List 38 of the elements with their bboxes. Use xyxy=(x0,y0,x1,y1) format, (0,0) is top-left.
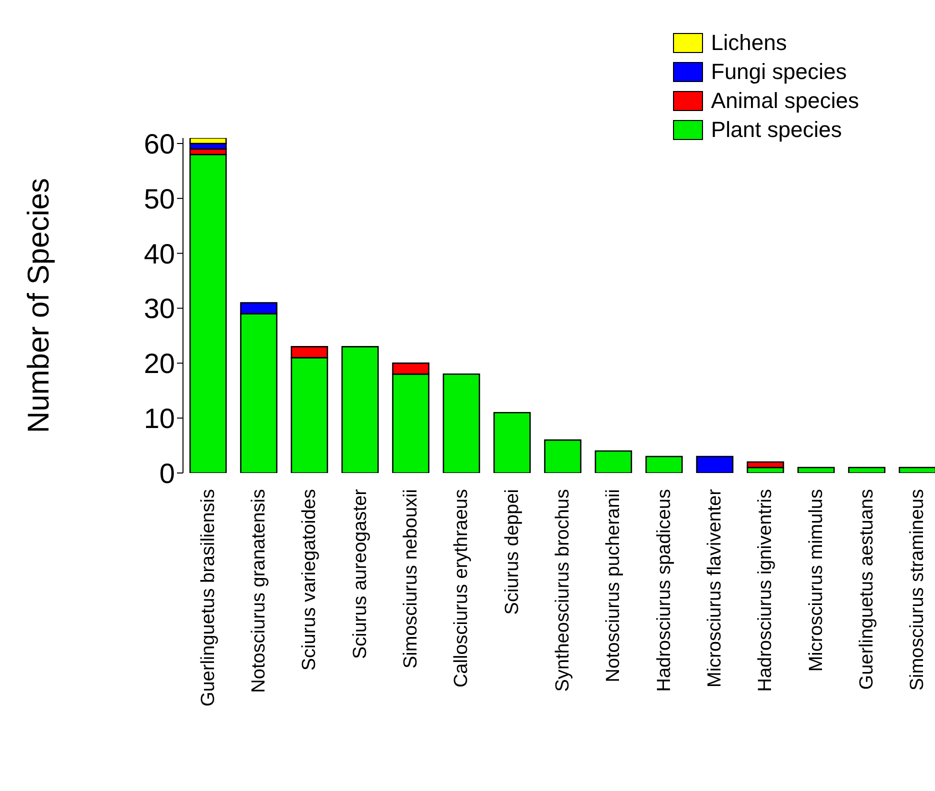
bar xyxy=(544,439,582,473)
y-tick-label: 60 xyxy=(144,128,175,160)
y-tick-label: 40 xyxy=(144,238,175,270)
x-tick-label: Notosciurus pucheranii xyxy=(603,489,624,682)
x-tick-label: Syntheosciurus brochus xyxy=(552,489,574,692)
y-axis-title: Number of Species xyxy=(22,178,56,434)
bar xyxy=(594,450,632,473)
bar xyxy=(696,456,734,473)
x-tick-label: Simosciurus stramineus xyxy=(907,489,928,691)
legend-label: Animal species xyxy=(711,87,859,115)
x-tick-label: Microsciurus mimulus xyxy=(806,489,827,672)
x-tick-label: Hadrosciurus igniventris xyxy=(755,489,776,692)
y-tick-label: 50 xyxy=(144,183,175,214)
bar xyxy=(645,456,683,473)
x-tick-label: Sciurus variegatoides xyxy=(299,489,320,671)
y-tick-label: 0 xyxy=(159,458,175,489)
x-tick-label: Sciurus aureogaster xyxy=(350,488,371,660)
bar xyxy=(189,154,227,473)
x-tick-label: Simosciurus nebouxii xyxy=(400,489,422,669)
x-tick-label: Guerlinguetus brasiliensis xyxy=(198,489,219,707)
bar xyxy=(442,374,480,473)
x-tick-label: Microsciurus flaviventer xyxy=(704,488,726,688)
y-tick-label: 10 xyxy=(144,403,175,434)
x-tick-label: Guerlinguetus aestuans xyxy=(856,489,878,690)
legend-label: Plant species xyxy=(711,116,842,144)
bar xyxy=(898,466,935,473)
x-tick-label: Callosciurus erythraeus xyxy=(451,489,472,688)
bar xyxy=(848,466,886,473)
y-tick-label: 30 xyxy=(144,293,175,324)
bar xyxy=(341,346,379,473)
bar xyxy=(797,466,835,473)
y-tick-label: 20 xyxy=(144,348,175,380)
x-tick-label: Notosciurus granatensis xyxy=(248,489,270,693)
legend-label: Lichens xyxy=(711,29,787,57)
legend-label: Fungi species xyxy=(711,58,847,86)
bar xyxy=(493,412,531,473)
x-tick-label: Sciurus deppei xyxy=(502,489,523,615)
x-tick-label: Hadrosciurus spadiceus xyxy=(654,489,675,692)
